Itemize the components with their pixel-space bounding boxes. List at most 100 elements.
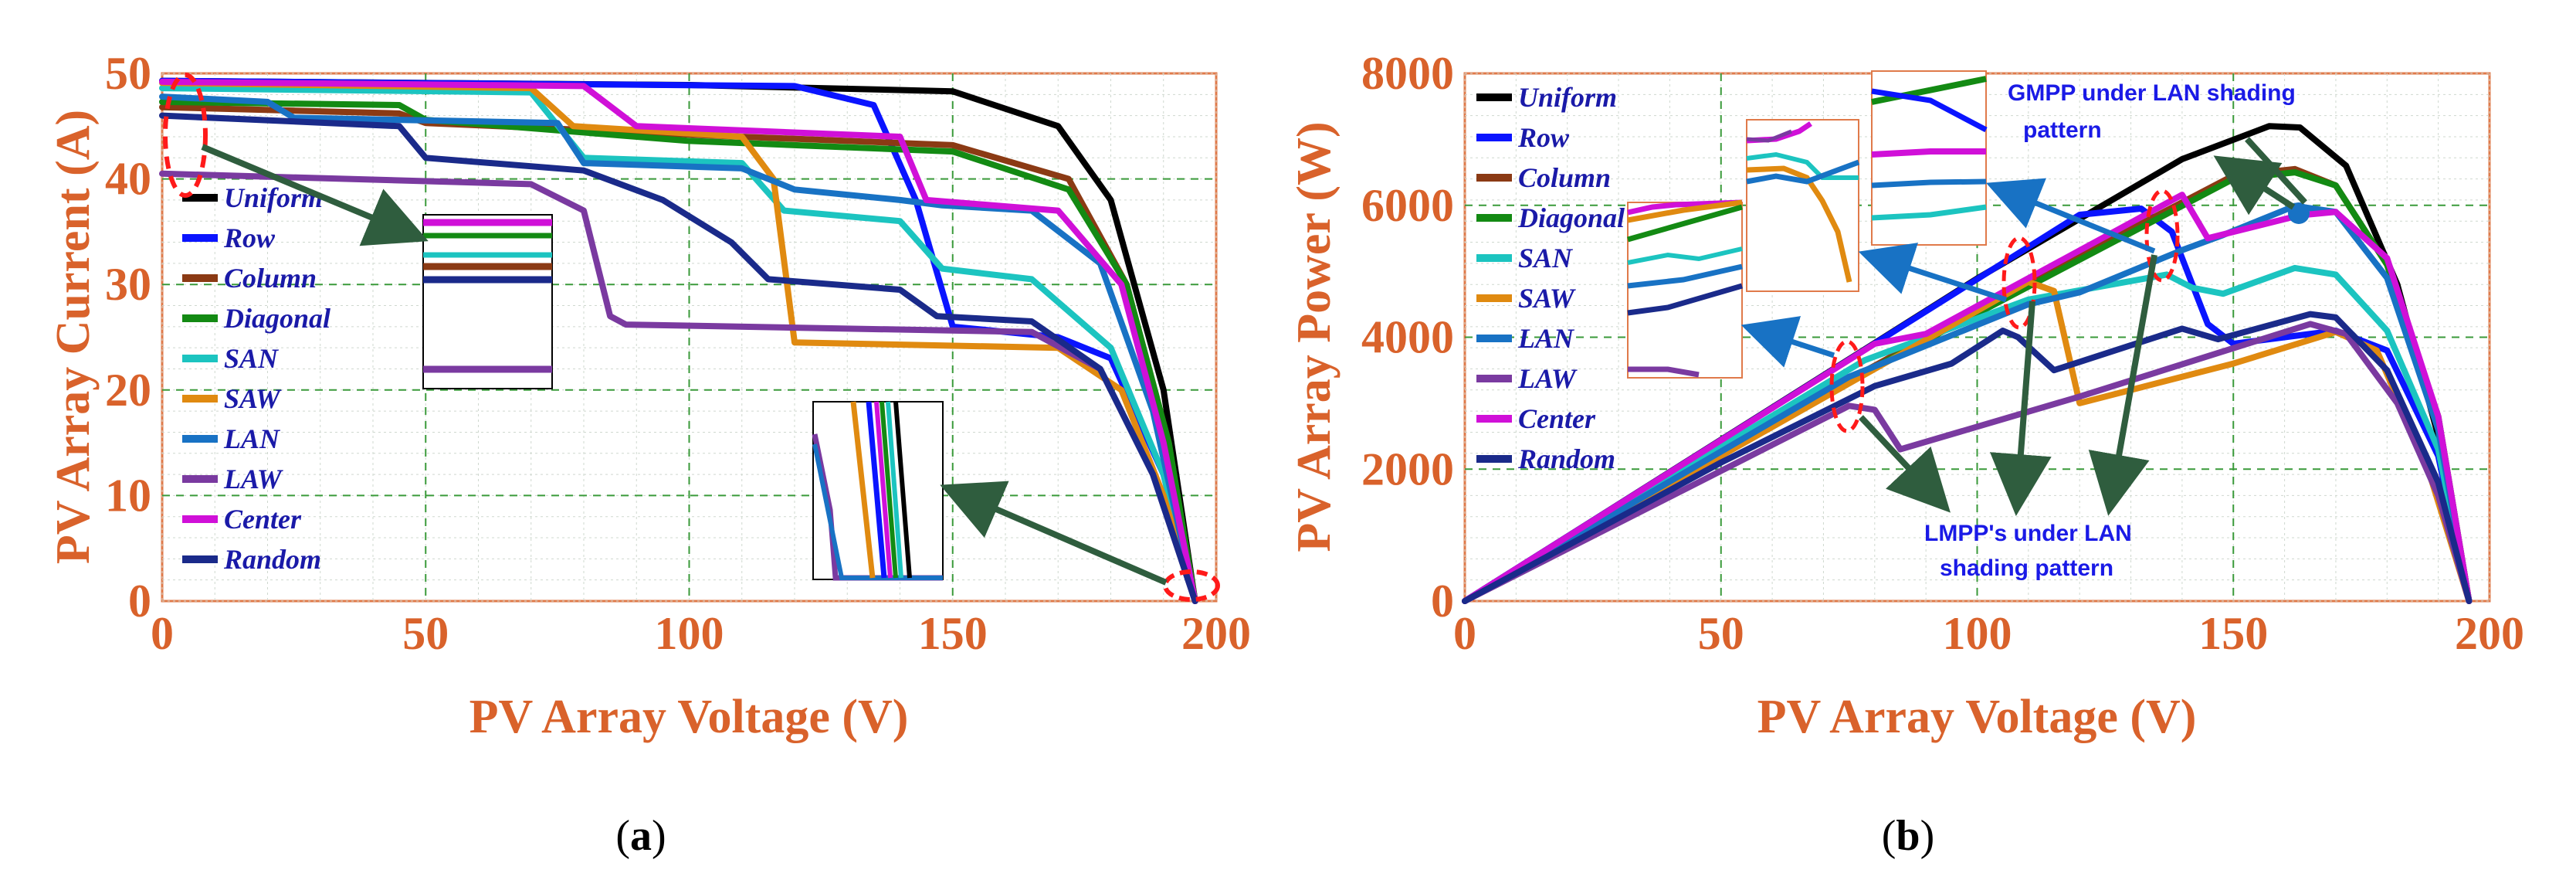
lmpp-arrow-2 bbox=[1989, 301, 2052, 516]
legend-label-random: Random bbox=[1517, 443, 1615, 474]
y-tick-label: 0 bbox=[1431, 576, 1454, 627]
panel-a-chart: 0 50 100 150 200 0 10 20 30 40 50 PV Array Voltage… bbox=[47, 48, 1251, 743]
panel-b-inset-1-lines bbox=[1627, 199, 1743, 378]
y-tick-label: 8000 bbox=[1361, 48, 1454, 99]
y-tick-label: 2000 bbox=[1361, 443, 1454, 494]
legend-label-san: SAN bbox=[1518, 243, 1574, 273]
panel-b-inset-2-lines bbox=[1746, 121, 1860, 283]
legend-label-saw: SAW bbox=[1518, 283, 1577, 314]
gmpp-annotation-line-1: GMPP under LAN shading bbox=[2008, 80, 2296, 106]
series-line-random bbox=[159, 112, 1198, 604]
panel-a-inset-right-lines bbox=[812, 401, 943, 581]
panel-b-arrow-inset-2 bbox=[1858, 243, 2008, 303]
y-tick-label: 6000 bbox=[1361, 180, 1454, 231]
legend-label-law: LAW bbox=[223, 464, 284, 494]
series-line-saw bbox=[159, 80, 1198, 604]
panel-b-highlight-3 bbox=[2144, 189, 2180, 283]
caption-a: (a) bbox=[615, 812, 666, 860]
legend-label-uniform: Uniform bbox=[1518, 82, 1617, 113]
panel-b-highlight-2 bbox=[2001, 236, 2037, 330]
series-line-diagonal bbox=[159, 98, 1198, 604]
y-tick-label: 0 bbox=[128, 576, 151, 627]
gmpp-marker bbox=[2288, 202, 2310, 224]
x-tick-label: 200 bbox=[2455, 608, 2524, 659]
panel-a-inset-left-lines bbox=[423, 219, 552, 373]
legend-label-lan: LAN bbox=[223, 423, 281, 454]
panel-a-x-axis-title: PV Array Voltage (V) bbox=[469, 691, 909, 743]
lmpp-annotation: LMPP's under LAN shading pattern bbox=[1924, 521, 2132, 581]
caption-b-open: ( bbox=[1882, 812, 1896, 860]
x-tick-label: 100 bbox=[1943, 608, 2012, 659]
panel-b-arrow-inset-1 bbox=[1740, 316, 1835, 368]
panel-b-inset-2 bbox=[1746, 119, 1859, 292]
caption-b-close: ) bbox=[1920, 812, 1935, 860]
lmpp-annotation-line-1: LMPP's under LAN bbox=[1924, 521, 2132, 546]
legend-label-row: Row bbox=[1517, 122, 1570, 153]
y-tick-label: 40 bbox=[105, 154, 151, 205]
caption-b: (b) bbox=[1882, 812, 1934, 860]
panel-b-x-axis-title: PV Array Voltage (V) bbox=[1757, 691, 2197, 743]
panel-b-inset-3-lines bbox=[1871, 76, 1988, 221]
x-tick-label: 150 bbox=[2198, 608, 2268, 659]
caption-b-letter: b bbox=[1896, 812, 1920, 860]
y-tick-label: 10 bbox=[105, 470, 151, 521]
y-tick-label: 20 bbox=[105, 365, 151, 416]
legend-label-row: Row bbox=[223, 222, 276, 253]
lmpp-arrow-3 bbox=[2088, 254, 2157, 516]
panel-b-highlight-1 bbox=[1829, 339, 1865, 433]
series-line-center bbox=[159, 78, 1198, 604]
panel-a-arrow-right bbox=[940, 481, 1168, 586]
panel-a-inset-left bbox=[422, 214, 553, 389]
gmpp-annotation: GMPP under LAN shading pattern bbox=[2008, 80, 2296, 143]
legend-label-saw: SAW bbox=[224, 383, 283, 414]
legend-label-san: SAN bbox=[224, 343, 280, 374]
gmpp-leader bbox=[2245, 137, 2307, 205]
panel-a-y-axis-title: PV Array Current (A) bbox=[47, 110, 100, 564]
panel-b-y-axis-title: PV Array Power (W) bbox=[1288, 121, 1341, 552]
series-line-random bbox=[1462, 311, 2473, 604]
panel-b-legend: Uniform Row Column Diagonal SAN SAW LAN LAW Cent… bbox=[1476, 82, 1625, 474]
lmpp-annotation-line-2: shading pattern bbox=[1940, 555, 2113, 581]
legend-label-lan: LAN bbox=[1517, 323, 1575, 354]
legend-label-uniform: Uniform bbox=[224, 182, 323, 213]
lmpp-arrow-1 bbox=[1859, 415, 1951, 513]
legend-label-center: Center bbox=[224, 504, 302, 535]
legend-label-column: Column bbox=[1518, 162, 1611, 193]
caption-a-open: ( bbox=[615, 812, 630, 860]
panel-b-series-lines bbox=[1462, 123, 2473, 604]
panel-a-highlight-right bbox=[1163, 569, 1220, 602]
svg-text:(b): (b) bbox=[1882, 812, 1934, 860]
x-tick-label: 200 bbox=[1181, 608, 1251, 659]
panel-a-arrow-left bbox=[201, 144, 429, 246]
x-tick-label: 0 bbox=[1453, 608, 1476, 659]
x-tick-label: 50 bbox=[402, 608, 449, 659]
series-line-row bbox=[1462, 206, 2473, 604]
panel-a-legend: Uniform Row Column Diagonal SAN SAW LAN LAW Cent… bbox=[182, 182, 330, 575]
gmpp-annotation-line-2: pattern bbox=[2023, 117, 2102, 143]
x-tick-label: 100 bbox=[655, 608, 724, 659]
y-tick-label: 50 bbox=[105, 48, 151, 99]
panel-b-arrow-inset-3 bbox=[1986, 178, 2156, 254]
panel-a-series-lines bbox=[159, 77, 1198, 604]
y-tick-label: 4000 bbox=[1361, 312, 1454, 363]
y-tick-label: 30 bbox=[105, 259, 151, 310]
series-line-center bbox=[1462, 192, 2473, 604]
x-tick-label: 0 bbox=[151, 608, 174, 659]
caption-a-close: ) bbox=[652, 812, 666, 860]
legend-label-diagonal: Diagonal bbox=[1517, 202, 1625, 233]
panel-a-ticks: 0 50 100 150 200 0 10 20 30 40 50 bbox=[105, 48, 1251, 659]
gmpp-arrow bbox=[2213, 155, 2296, 216]
panel-a-highlight-left bbox=[163, 73, 208, 198]
caption-a-letter: a bbox=[630, 812, 652, 860]
x-tick-label: 150 bbox=[918, 608, 988, 659]
legend-label-law: LAW bbox=[1517, 363, 1578, 394]
svg-text:(a): (a) bbox=[615, 812, 666, 860]
legend-label-diagonal: Diagonal bbox=[223, 303, 330, 334]
series-line-san bbox=[1462, 264, 2473, 604]
x-tick-label: 50 bbox=[1698, 608, 1744, 659]
legend-label-column: Column bbox=[224, 263, 317, 294]
legend-label-random: Random bbox=[223, 544, 321, 575]
legend-label-center: Center bbox=[1518, 403, 1596, 434]
